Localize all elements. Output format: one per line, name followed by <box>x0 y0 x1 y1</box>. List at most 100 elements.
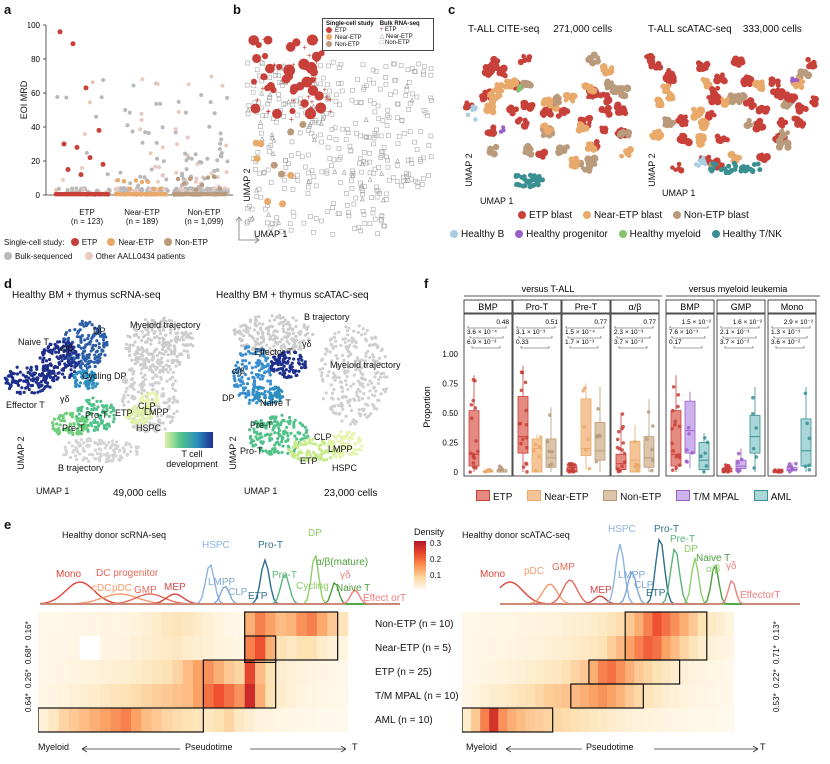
d-prot-cell <box>261 449 265 453</box>
b-bulk-square <box>276 91 281 97</box>
panel-a-point-bulk <box>139 111 144 116</box>
d-lmpp-cell <box>154 398 158 402</box>
d-myeloid-cell <box>358 359 362 363</box>
d-ab-cell <box>254 372 258 377</box>
d-prot-cell <box>247 428 252 432</box>
d-myeloid-cell <box>130 358 134 362</box>
d-hspc-cell <box>331 451 335 455</box>
b-bulk-square <box>428 72 434 78</box>
e-heat-cell <box>306 612 318 636</box>
panel-a-point-etp <box>65 167 71 172</box>
d-myeloid-cell <box>354 340 358 345</box>
d-myeloid-cell <box>169 328 173 332</box>
b-bulk-square <box>263 206 268 212</box>
c-blob-cell <box>662 86 671 94</box>
d-b-cell <box>74 454 78 458</box>
d-myeloid-cell <box>154 404 158 408</box>
d-b-cell <box>93 448 97 453</box>
b-etp-point <box>301 76 313 88</box>
d-myeloid-cell <box>161 367 165 371</box>
d-myeloid-cell <box>140 354 145 358</box>
panel-a-point-bulk <box>130 129 135 134</box>
f-ytick-label: 0.25 <box>442 439 458 448</box>
e-heat-cell <box>182 684 194 708</box>
e-heat-cell <box>462 660 472 684</box>
d-prot-cell <box>251 444 255 448</box>
d-myeloid-cell <box>376 382 381 386</box>
d-myeloid-cell <box>356 387 360 392</box>
d-naive-cell <box>32 371 36 375</box>
d-b-cell <box>294 325 298 329</box>
d-prot-cell <box>275 420 279 424</box>
e-heat-cell <box>265 612 276 636</box>
e-density-curve <box>500 579 800 605</box>
b-bulk-square <box>319 139 324 145</box>
c-blob-cell <box>561 106 568 113</box>
d-naive-cell <box>260 392 264 396</box>
d-myeloid-cell <box>143 373 147 377</box>
d-b-cell <box>272 344 276 348</box>
b-etp-point <box>272 108 283 119</box>
e-left-curves <box>39 553 400 605</box>
d-effector-cell <box>286 350 290 354</box>
c-blob-cell <box>547 111 554 118</box>
e-heat-cell <box>203 612 214 636</box>
e-heat-cell <box>489 660 499 684</box>
d-etp-cell <box>322 458 326 462</box>
b-bulk-square <box>290 187 296 192</box>
c-blob-cell <box>525 102 534 110</box>
c-progenitor-cell <box>501 125 506 130</box>
d-annotation: ETP <box>115 408 133 418</box>
d-pret-cell <box>83 422 87 426</box>
d-prot-cell <box>78 408 83 412</box>
c-blob-cell <box>619 153 624 159</box>
b-bulk-triangle <box>258 119 263 125</box>
e-left-heatmap <box>38 611 349 733</box>
e-heat-cell <box>213 708 225 732</box>
d-naive-cell <box>263 395 267 400</box>
c-blob-cell <box>604 105 612 113</box>
e-heat-cell <box>131 708 142 732</box>
panel-a-point-bulk <box>224 143 229 148</box>
d-myeloid-cell <box>348 404 352 408</box>
b-etp-point <box>311 51 322 62</box>
panel-a-point-bulk <box>208 100 213 105</box>
b-bulk-square <box>336 157 342 162</box>
d-myeloid-cell <box>157 340 161 345</box>
d-b-cell <box>270 314 274 318</box>
b-bulk-etp: + <box>306 93 311 102</box>
b-bulk-etp: + <box>307 51 312 60</box>
d-b-cell <box>77 444 81 448</box>
e-heat-cell <box>182 636 194 660</box>
b-bulk-triangle <box>312 136 317 142</box>
f-facet-frame <box>463 313 513 477</box>
f-point <box>699 454 703 459</box>
c-blob-cell <box>780 102 788 110</box>
d-naive-cell <box>31 377 35 382</box>
c-blob-cell <box>488 148 495 155</box>
d-myeloid-cell <box>142 389 146 393</box>
d-myeloid-cell <box>178 352 183 356</box>
f-pvalue: 7.6 × 10⁻³ <box>669 329 699 336</box>
b-bulk-square <box>344 202 350 208</box>
d-naive-cell <box>261 386 265 390</box>
b-bulk-square <box>395 102 401 107</box>
d-ab-cell <box>54 350 58 354</box>
b-bulk-square <box>305 184 311 190</box>
c-blob-cell <box>708 98 714 104</box>
b-bulk-square <box>416 61 421 67</box>
b-bulk-square <box>398 63 404 68</box>
e-heat-cell <box>516 636 526 660</box>
f-pvalue: 6.9 × 10⁻³ <box>467 339 497 346</box>
e-heat-cell <box>172 612 183 636</box>
f-point <box>519 388 524 393</box>
b-etp-point <box>308 61 316 69</box>
panel-a-point-bulk <box>138 174 143 179</box>
e-curve-label: HSPC <box>608 524 636 535</box>
b-bulk-square <box>350 87 355 93</box>
c-blob-cell <box>673 167 678 172</box>
panel-a-point-bulk <box>139 187 144 192</box>
d-dp-cell <box>78 365 82 369</box>
d-dp-cell <box>81 354 85 358</box>
c-blob-cell <box>521 53 526 59</box>
